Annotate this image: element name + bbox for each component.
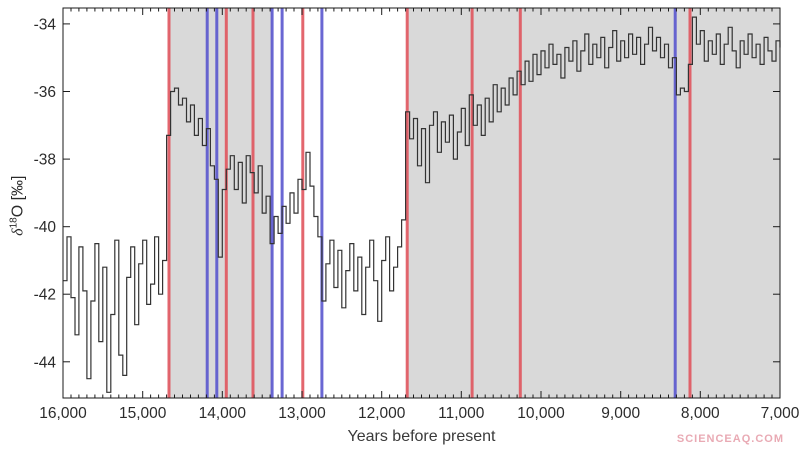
x-tick-label: 11,000: [438, 405, 485, 422]
watermark-text: SCIENCEAQ.COM: [676, 433, 784, 445]
shaded-band: [407, 8, 780, 398]
y-axis-label-unit: O [‰]: [9, 175, 27, 218]
y-tick-label: -44: [34, 354, 57, 371]
x-axis-label: Years before present: [347, 428, 496, 445]
x-tick-label: 7,000: [761, 405, 800, 422]
x-tick-label: 9,000: [601, 405, 640, 422]
isotope-superscript: 18: [8, 217, 20, 229]
y-tick-label: -40: [34, 219, 57, 236]
y-tick-label: -36: [34, 84, 56, 101]
x-tick-label: 10,000: [517, 405, 565, 422]
x-tick-label: 13,000: [278, 405, 326, 422]
y-axis-label: δ18O [‰]: [8, 151, 27, 261]
x-tick-label: 12,000: [358, 405, 406, 422]
x-tick-label: 14,000: [199, 405, 247, 422]
delta-symbol: δ: [9, 228, 27, 236]
x-tick-label: 16,000: [39, 405, 87, 422]
y-tick-label: -38: [34, 152, 56, 169]
x-tick-label: 8,000: [681, 405, 720, 422]
y-tick-label: -34: [34, 16, 57, 33]
x-tick-label: 15,000: [119, 405, 167, 422]
data-series-path: [63, 16, 781, 393]
y-tick-label: -42: [34, 287, 56, 304]
shaded-band: [169, 8, 273, 398]
